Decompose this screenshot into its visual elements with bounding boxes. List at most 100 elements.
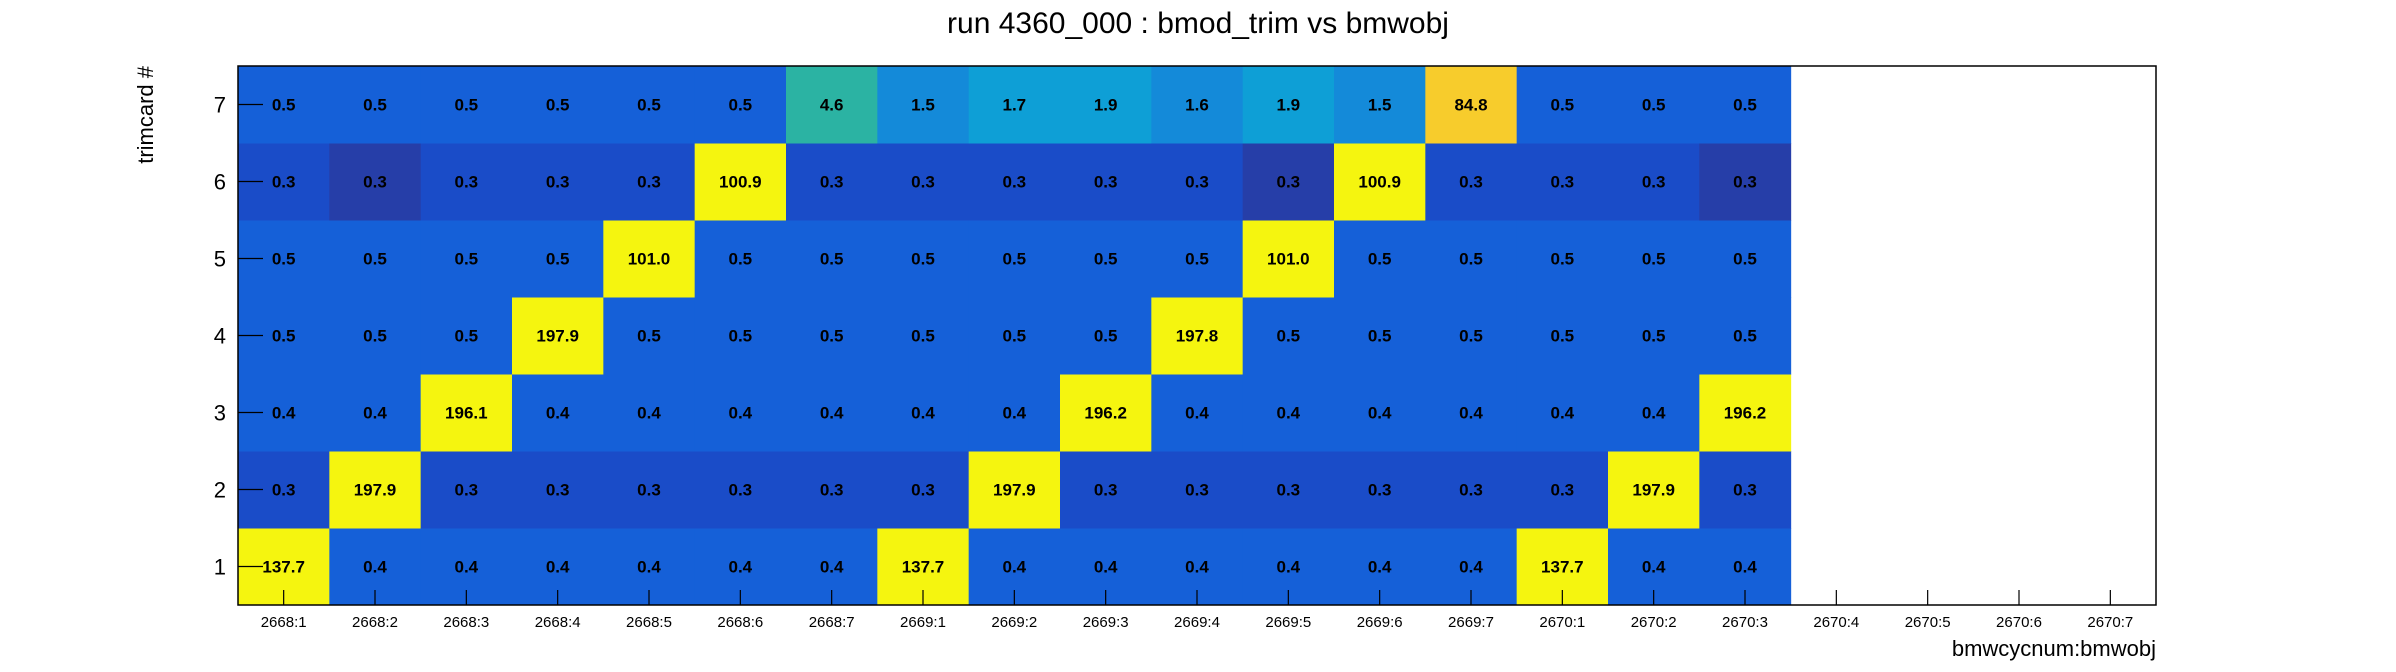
heatmap-cell bbox=[1060, 66, 1152, 144]
cell-value-label: 0.5 bbox=[363, 327, 387, 346]
cell-value-label: 0.3 bbox=[820, 481, 844, 500]
heatmap-cell bbox=[1425, 297, 1518, 375]
cell-value-label: 0.5 bbox=[455, 250, 479, 269]
heatmap-cell bbox=[1608, 143, 1700, 221]
cell-value-label: 0.4 bbox=[363, 404, 387, 423]
x-tick-label: 2669:6 bbox=[1357, 614, 1403, 631]
heatmap-cell bbox=[603, 451, 696, 529]
cell-value-label: 101.0 bbox=[628, 250, 671, 269]
cell-value-label: 0.3 bbox=[546, 481, 570, 500]
cell-value-label: 0.4 bbox=[911, 404, 935, 423]
x-tick-label: 2669:7 bbox=[1448, 614, 1494, 631]
cell-value-label: 0.3 bbox=[637, 481, 661, 500]
cell-value-label: 0.5 bbox=[363, 250, 387, 269]
cell-value-label: 197.9 bbox=[1632, 481, 1675, 500]
x-tick-labels: 2668:1 2668:2 2668:3 2668:4 2668:5 2668:6 2668… bbox=[261, 614, 2134, 631]
cell-value-label: 0.3 bbox=[1277, 173, 1301, 192]
heatmap-cell bbox=[1334, 143, 1426, 221]
heatmap-cell bbox=[1060, 374, 1152, 452]
cell-value-label: 1.7 bbox=[1003, 96, 1027, 115]
heatmap-cell bbox=[786, 297, 878, 375]
x-tick-label: 2668:3 bbox=[443, 614, 489, 631]
cell-value-label: 0.5 bbox=[1094, 250, 1118, 269]
heatmap-cell bbox=[694, 66, 787, 144]
y-tick-label: 2 bbox=[214, 478, 226, 503]
cell-value-label: 0.3 bbox=[1368, 481, 1392, 500]
cell-value-label: 197.9 bbox=[993, 481, 1036, 500]
cell-value-label: 0.5 bbox=[820, 250, 844, 269]
cell-value-label: 0.3 bbox=[455, 173, 479, 192]
y-tick-labels: 1 2 3 4 5 6 7 bbox=[214, 93, 226, 580]
heatmap-cell bbox=[1699, 66, 1792, 144]
heatmap-cell bbox=[420, 220, 513, 298]
cell-value-label: 0.4 bbox=[1642, 558, 1666, 577]
cell-value-label: 196.2 bbox=[1084, 404, 1127, 423]
cell-value-label: 196.1 bbox=[445, 404, 488, 423]
cell-value-label: 0.4 bbox=[363, 558, 387, 577]
heatmap-cell bbox=[1242, 451, 1335, 529]
x-tick-label: 2669:5 bbox=[1265, 614, 1311, 631]
cell-value-label: 0.3 bbox=[1551, 481, 1575, 500]
cell-value-label: 0.3 bbox=[1459, 481, 1483, 500]
heatmap-cell bbox=[968, 220, 1061, 298]
heatmap-cell bbox=[968, 297, 1061, 375]
heatmap-cell bbox=[1608, 374, 1700, 452]
x-tick-label: 2668:7 bbox=[809, 614, 855, 631]
x-tick-label: 2669:1 bbox=[900, 614, 946, 631]
heatmap-cell bbox=[877, 297, 970, 375]
x-tick-label: 2670:6 bbox=[1996, 614, 2042, 631]
cell-value-label: 0.4 bbox=[1003, 558, 1027, 577]
heatmap-cell bbox=[1425, 220, 1518, 298]
cell-value-label: 0.5 bbox=[1003, 250, 1027, 269]
cell-value-label: 0.3 bbox=[1094, 173, 1118, 192]
cell-value-label: 0.5 bbox=[272, 327, 296, 346]
cell-value-label: 0.5 bbox=[820, 327, 844, 346]
cell-value-label: 0.4 bbox=[1094, 558, 1118, 577]
cell-value-label: 0.5 bbox=[729, 327, 753, 346]
x-tick-label: 2670:7 bbox=[2087, 614, 2133, 631]
heatmap-cell bbox=[420, 143, 513, 221]
cell-value-label: 0.4 bbox=[1185, 404, 1209, 423]
heatmap-cell bbox=[1516, 220, 1609, 298]
heatmap-cell bbox=[1608, 297, 1700, 375]
x-tick-label: 2669:3 bbox=[1083, 614, 1129, 631]
x-tick-label: 2669:2 bbox=[991, 614, 1037, 631]
heatmap-cell bbox=[968, 143, 1061, 221]
heatmap-cell bbox=[1060, 143, 1152, 221]
cell-value-label: 0.3 bbox=[272, 481, 296, 500]
x-tick-label: 2668:1 bbox=[261, 614, 307, 631]
cell-value-label: 0.4 bbox=[546, 558, 570, 577]
cell-value-label: 0.4 bbox=[455, 558, 479, 577]
x-tick-label: 2668:4 bbox=[535, 614, 581, 631]
cell-value-label: 1.5 bbox=[911, 96, 935, 115]
heatmap-cell bbox=[1151, 220, 1244, 298]
heatmap-cell bbox=[1425, 66, 1518, 144]
cell-value-label: 0.4 bbox=[546, 404, 570, 423]
heatmap-cell bbox=[1151, 374, 1244, 452]
y-tick-label: 5 bbox=[214, 247, 226, 272]
cell-value-label: 0.3 bbox=[1733, 481, 1757, 500]
heatmap-cell bbox=[1060, 451, 1152, 529]
heatmap-cell bbox=[786, 66, 878, 144]
cell-value-label: 0.5 bbox=[1642, 250, 1666, 269]
heatmap-cell bbox=[1516, 297, 1609, 375]
heatmap-cell bbox=[420, 297, 513, 375]
y-tick-label: 4 bbox=[214, 324, 226, 349]
cell-value-label: 0.5 bbox=[1551, 327, 1575, 346]
cell-value-label: 0.5 bbox=[546, 250, 570, 269]
heatmap-cell bbox=[877, 374, 970, 452]
cell-value-label: 0.4 bbox=[1003, 404, 1027, 423]
heatmap-cell bbox=[329, 143, 422, 221]
cell-value-label: 0.5 bbox=[272, 250, 296, 269]
heatmap-cell bbox=[1608, 66, 1700, 144]
heatmap-cell bbox=[786, 143, 878, 221]
cell-value-label: 0.3 bbox=[820, 173, 844, 192]
cell-value-label: 0.3 bbox=[1551, 173, 1575, 192]
cell-value-label: 137.7 bbox=[902, 558, 945, 577]
cell-value-label: 0.5 bbox=[546, 96, 570, 115]
heatmap-cell bbox=[512, 143, 604, 221]
heatmap-cell bbox=[1334, 66, 1426, 144]
cell-value-label: 0.3 bbox=[455, 481, 479, 500]
heatmap-cell bbox=[329, 220, 422, 298]
